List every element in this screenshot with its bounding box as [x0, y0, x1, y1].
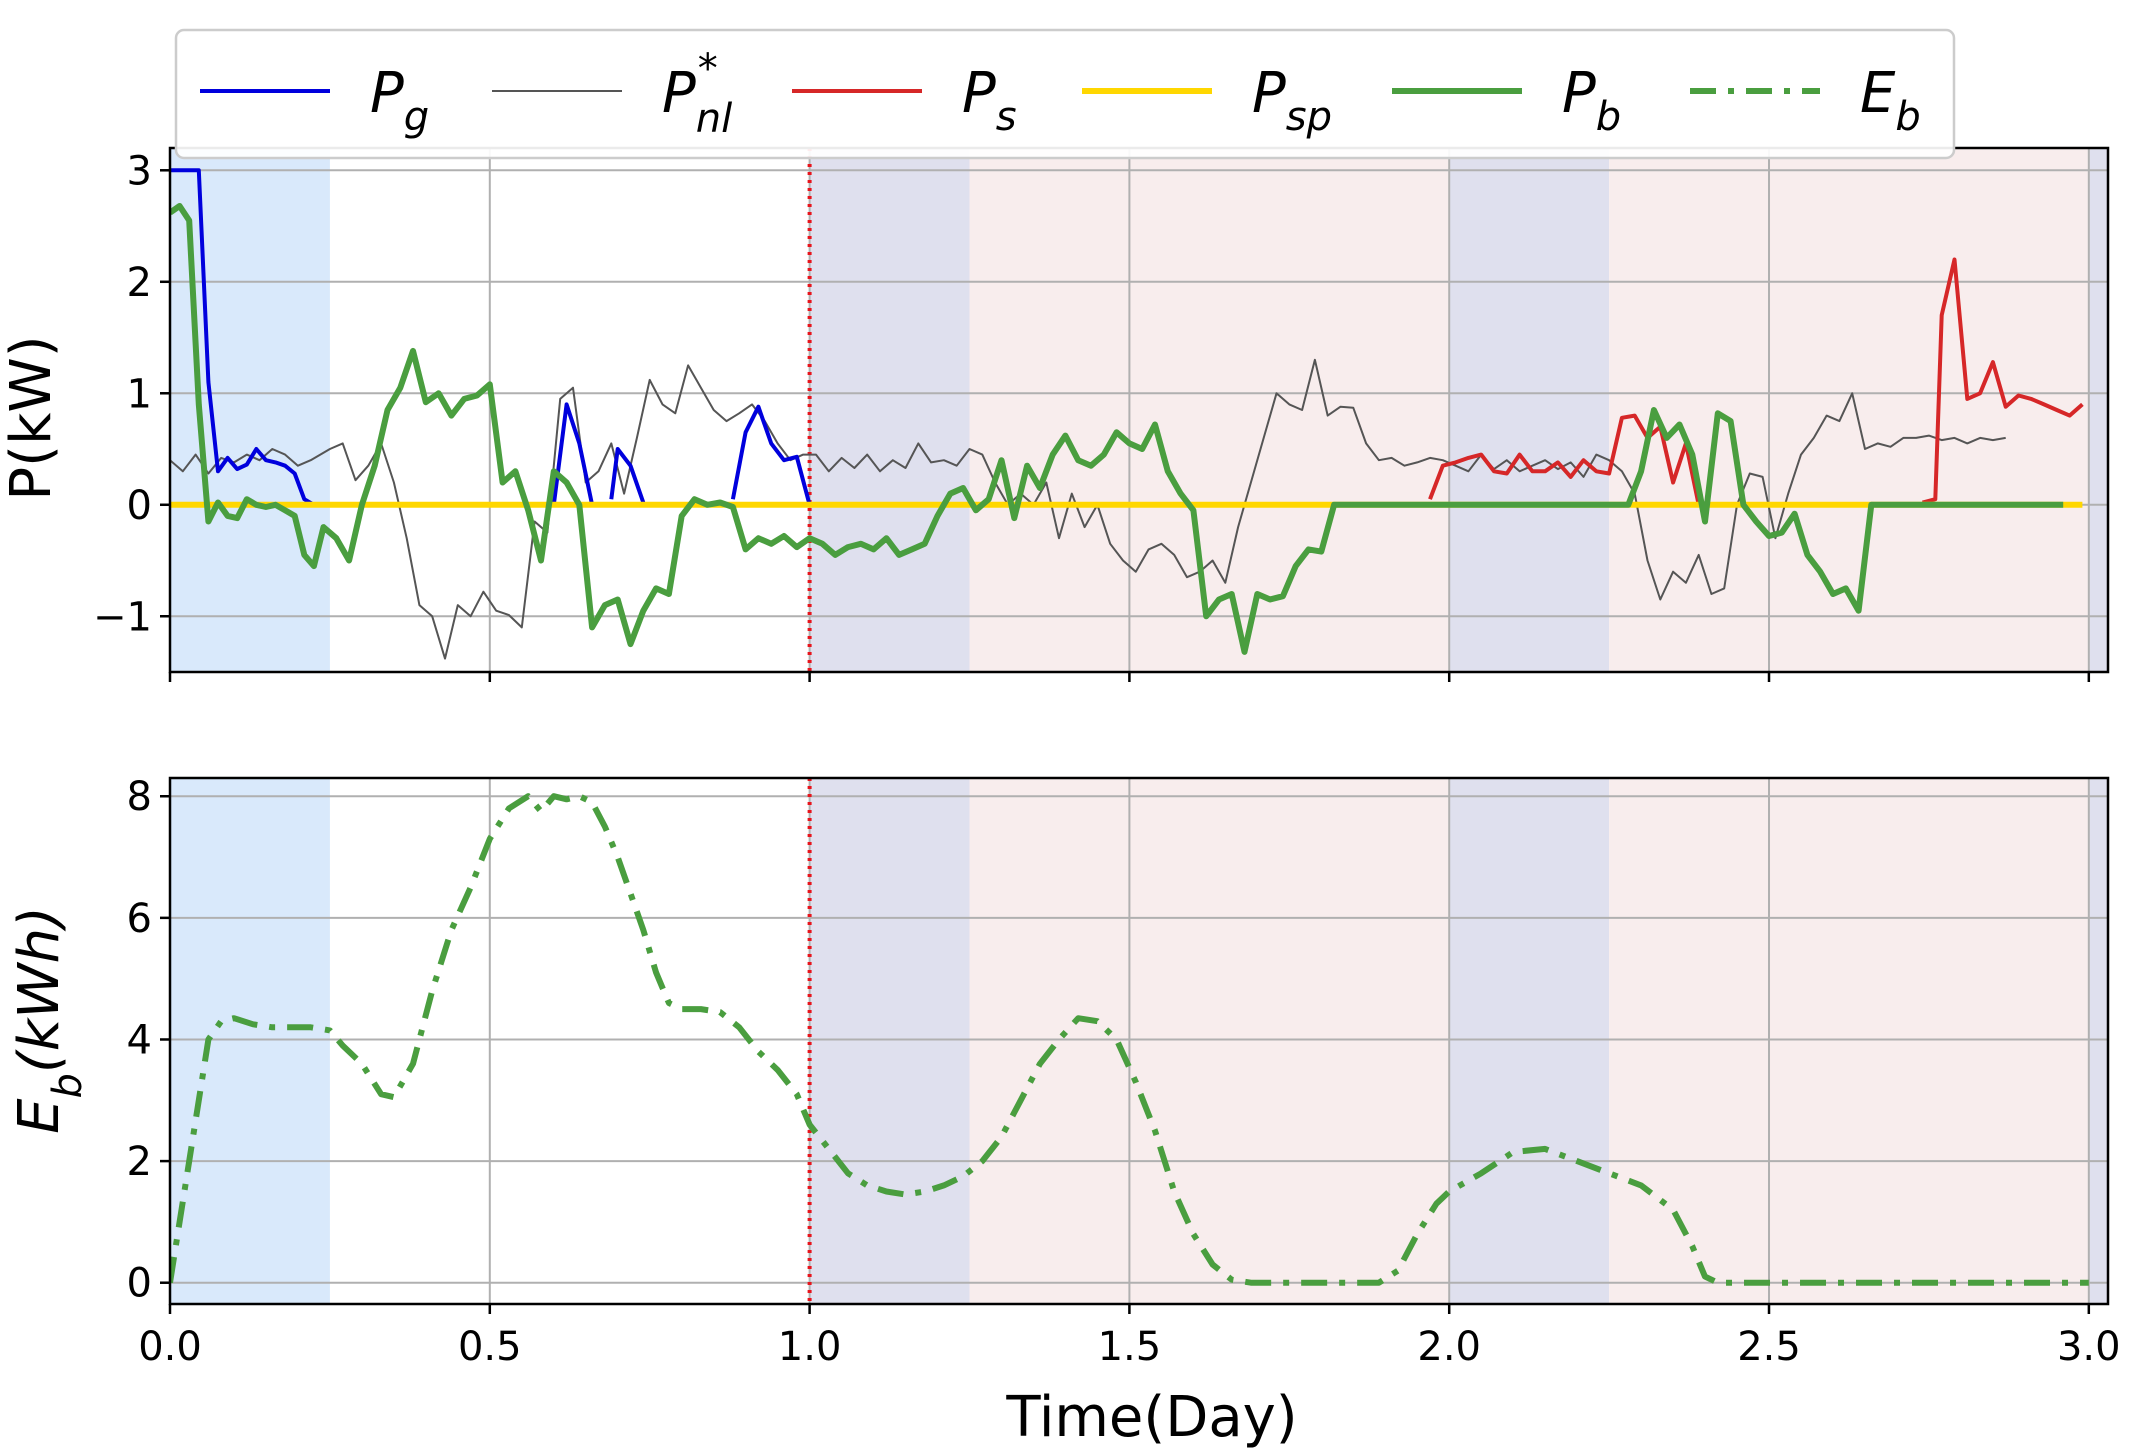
- legend: Pg P* nl Ps Psp Pb Eb: [174, 28, 1956, 160]
- y-tick-label: 2: [127, 1139, 152, 1185]
- legend-label-Pg: Pg: [370, 61, 429, 140]
- series-line-Pg: [730, 404, 812, 506]
- legend-label-Eb: Eb: [1860, 61, 1921, 140]
- legend-box: [174, 28, 1956, 160]
- plot-area: [170, 148, 2084, 672]
- y-tick-label: 4: [127, 1017, 152, 1063]
- y-axis-label-energy-rest: (kWh): [7, 906, 72, 1073]
- shaded-region: [1449, 778, 1610, 1304]
- y-tick-label: 3: [127, 148, 152, 194]
- x-tick-label: 2.5: [1737, 1324, 1801, 1370]
- legend-label-Pb: Pb: [1562, 61, 1621, 140]
- y-axis-label-energy-sub: b: [45, 1073, 91, 1098]
- y-tick-label: −1: [93, 594, 152, 640]
- shaded-region: [969, 778, 1450, 1304]
- shaded-region: [1609, 148, 2089, 672]
- series-line-Pg: [551, 402, 595, 506]
- y-axis-label-power: P(kW): [0, 335, 64, 500]
- power-subplot: −1 0 1 2 3: [93, 146, 2110, 682]
- shaded-region: [2088, 778, 2108, 1304]
- series-line-Ps: [1428, 413, 1701, 506]
- series-line-Pg: [609, 447, 646, 504]
- y-tick-label: 8: [127, 774, 152, 820]
- shaded-region: [1449, 148, 1610, 672]
- shaded-region: [2088, 148, 2108, 672]
- energy-subplot: 0 2 4 6 8 0.0 0.5 1.0 1.5 2.0 2.5 3.0: [127, 774, 2121, 1370]
- x-tick-label: 1.0: [778, 1324, 842, 1370]
- plot-area: [170, 778, 2089, 1304]
- series-line-Pg: [170, 168, 324, 507]
- series-line-Pnl: [170, 358, 2006, 660]
- shaded-region: [969, 148, 1450, 672]
- x-tick-label: 2.0: [1417, 1324, 1481, 1370]
- y-axis-label-energy-base: E: [7, 1098, 72, 1134]
- y-tick-label: 0: [127, 1261, 152, 1307]
- plot-frame: [168, 776, 2110, 1306]
- series-line-Pb: [170, 203, 2064, 655]
- x-axis-label: Time(Day): [1005, 1385, 1297, 1448]
- series-line-Eb: [170, 793, 2089, 1286]
- y-tick-label: 6: [127, 896, 152, 942]
- y-tick-label: 2: [127, 260, 152, 306]
- shaded-region: [1609, 778, 2089, 1304]
- shaded-region: [170, 148, 330, 672]
- shaded-region: [809, 148, 970, 672]
- legend-label-Ps: Ps: [962, 61, 1017, 140]
- y-tick-label: 1: [127, 371, 152, 417]
- x-tick-label: 0.0: [138, 1324, 202, 1370]
- y-tick-label: 0: [127, 483, 152, 529]
- x-tick-label: 1.5: [1098, 1324, 1162, 1370]
- x-tick-label: 0.5: [458, 1324, 522, 1370]
- x-tick-label: 3.0: [2057, 1324, 2121, 1370]
- legend-label-Psp: Psp: [1252, 61, 1332, 140]
- legend-label-Pnl: P* nl: [662, 46, 732, 142]
- y-axis-label-energy: Eb(kWh): [7, 906, 91, 1134]
- shaded-region: [809, 778, 970, 1304]
- series-line-Ps: [1922, 257, 2084, 505]
- shaded-region: [170, 778, 330, 1304]
